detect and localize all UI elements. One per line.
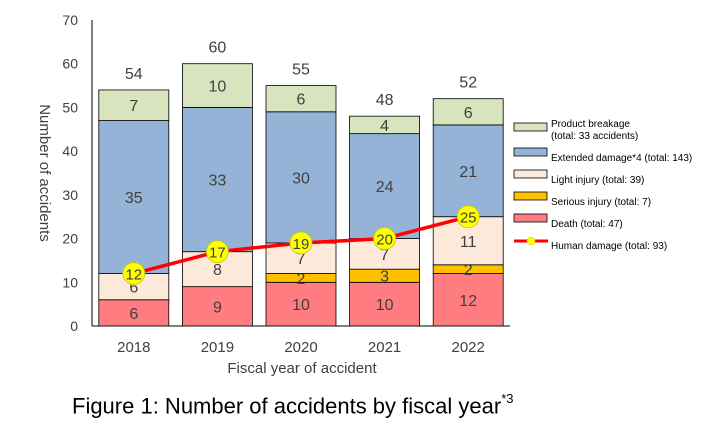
legend-label: Product breakage — [551, 119, 630, 130]
legend-swatch — [513, 213, 548, 223]
y-tick-label: 40 — [62, 143, 78, 159]
bar-value-label: 21 — [459, 164, 477, 181]
legend-label: Light injury (total: 39) — [551, 175, 644, 186]
legend-label: Death (total: 47) — [551, 219, 623, 230]
y-tick-label: 60 — [62, 56, 78, 72]
bar-segment — [181, 107, 253, 253]
legend-swatch — [513, 191, 548, 201]
bar-segment — [265, 281, 337, 327]
bar-value-label: 35 — [125, 190, 143, 207]
bar-segment — [432, 273, 504, 327]
human-damage-value-label: 25 — [460, 210, 477, 227]
x-tick-label: 2020 — [284, 339, 317, 356]
bar-value-label: 6 — [464, 105, 473, 122]
legend-label: Human damage (total: 93) — [551, 241, 667, 252]
y-tick-label: 50 — [62, 99, 78, 115]
figure-caption-note: *3 — [501, 391, 514, 406]
human-damage-value-label: 12 — [125, 267, 142, 284]
y-tick-label: 10 — [62, 274, 78, 290]
figure-caption-text: Figure 1: Number of accidents by fiscal … — [72, 393, 502, 419]
bar-value-label: 30 — [292, 170, 310, 187]
bar-total-label: 54 — [125, 66, 143, 83]
human-damage-point — [289, 231, 313, 255]
bar-value-label: 6 — [129, 306, 138, 323]
bar-value-label: 10 — [292, 297, 310, 314]
legend-swatch — [513, 169, 548, 179]
bar-segment — [432, 98, 504, 126]
x-tick-label: 2022 — [452, 339, 485, 356]
x-axis-label: Fiscal year of accident — [227, 360, 377, 377]
y-tick-label: 0 — [70, 318, 78, 334]
legend-line-marker — [526, 236, 536, 246]
bar-segment — [98, 299, 170, 327]
y-axis-label: Number of accidents — [36, 104, 53, 242]
bar-value-label: 12 — [459, 293, 477, 310]
x-tick-label: 2018 — [117, 339, 150, 356]
bar-value-label: 2 — [297, 271, 306, 288]
bar-total-label: 48 — [376, 92, 394, 109]
bar-segment — [349, 115, 421, 135]
bar-value-label: 6 — [297, 92, 306, 109]
x-tick-label: 2019 — [201, 339, 234, 356]
bar-value-label: 3 — [380, 269, 389, 286]
figure-caption: Figure 1: Number of accidents by fiscal … — [72, 391, 514, 419]
bar-segment — [265, 111, 337, 244]
bar-total-label: 55 — [292, 62, 310, 79]
bar-total-label: 52 — [459, 75, 477, 92]
y-tick-label: 70 — [62, 12, 78, 28]
y-tick-label: 30 — [62, 187, 78, 203]
human-damage-value-label: 17 — [209, 245, 226, 262]
bar-segment — [265, 85, 337, 113]
bar-value-label: 7 — [129, 98, 138, 115]
human-damage-point — [122, 262, 146, 285]
bar-value-label: 33 — [209, 173, 227, 190]
legend-label: Extended damage*4 (total: 143) — [551, 153, 692, 164]
legend-swatch — [513, 122, 548, 132]
bar-value-label: 2 — [464, 262, 473, 279]
human-damage-value-label: 20 — [376, 232, 393, 249]
y-tick-label: 20 — [62, 231, 78, 247]
bar-segment — [98, 89, 170, 121]
legend-label: Serious injury (total: 7) — [551, 197, 651, 208]
bar-value-label: 6 — [129, 280, 138, 297]
bar-total-label: 60 — [209, 40, 227, 57]
bar-value-label: 10 — [209, 79, 227, 96]
human-damage-value-label: 19 — [293, 236, 310, 253]
bar-segment — [349, 281, 421, 327]
bar-value-label: 8 — [213, 262, 222, 279]
bar-value-label: 7 — [380, 247, 389, 264]
human-damage-point — [205, 240, 229, 264]
bar-value-label: 9 — [213, 299, 222, 316]
bar-value-label: 11 — [460, 234, 477, 251]
human-damage-point — [456, 205, 480, 229]
legend-label: (total: 33 accidents) — [551, 131, 638, 142]
legend-swatch — [513, 147, 548, 157]
bar-value-label: 10 — [376, 297, 394, 314]
bar-value-label: 7 — [297, 251, 306, 268]
bar-segment — [98, 120, 170, 274]
human-damage-point — [373, 227, 397, 250]
x-tick-label: 2021 — [368, 339, 401, 356]
bar-value-label: 24 — [376, 179, 394, 196]
bar-segment — [181, 63, 253, 108]
bar-value-label: 4 — [380, 118, 389, 135]
